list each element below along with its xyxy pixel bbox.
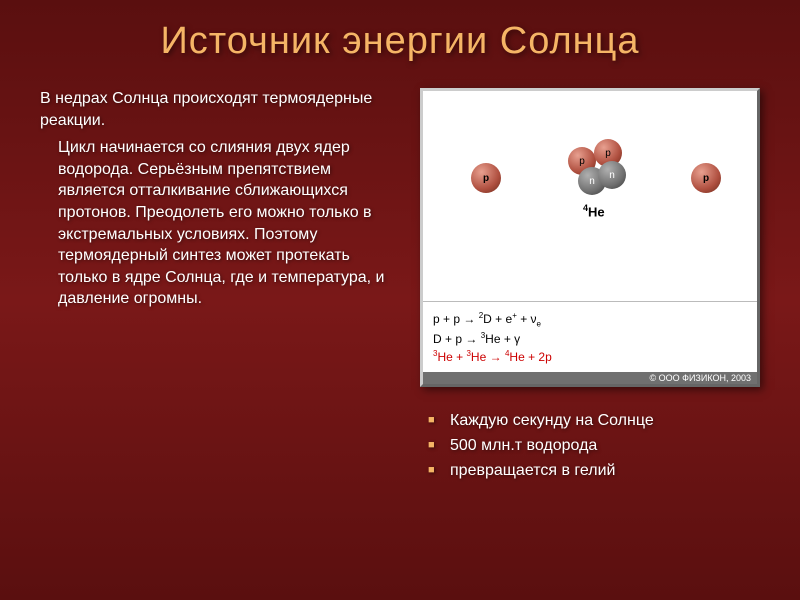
eq-lhs: D + p — [433, 332, 462, 346]
eq-rhs: + ν — [517, 312, 537, 326]
helium-nucleus: p p n n — [568, 139, 624, 195]
particle-label: n — [609, 170, 615, 181]
right-column: p p p p n n 4He — [420, 88, 760, 484]
eq-lhs: He — [471, 350, 486, 364]
helium-label: 4He — [583, 203, 605, 219]
proton-label: p — [703, 173, 709, 184]
slide-title: Источник энергии Солнца — [40, 20, 760, 63]
fusion-diagram: p p p p n n 4He — [420, 88, 760, 387]
equation-2: D + p → 3He + γ — [433, 330, 747, 348]
helium-symbol: He — [588, 204, 605, 219]
proton-label: p — [483, 173, 489, 184]
proton-right: p — [691, 163, 721, 193]
eq-arrow: → — [490, 350, 502, 364]
proton-left: p — [471, 163, 501, 193]
particle-label: p — [605, 148, 611, 159]
eq-arrow: → — [465, 332, 477, 346]
eq-rhs: D + e — [483, 312, 512, 326]
particle-label: n — [589, 176, 595, 187]
content-row: В недрах Солнца происходят термоядерные … — [40, 88, 760, 484]
left-column: В недрах Солнца происходят термоядерные … — [40, 88, 395, 484]
eq-arrow: → — [463, 312, 475, 326]
diagram-area: p p p p n n 4He — [423, 91, 757, 301]
bullet-item: Каждую секунду на Солнце — [428, 409, 760, 434]
bullet-item: 500 млн.т водорода — [428, 434, 760, 459]
nucleus-neutron: n — [598, 161, 626, 189]
eq-rhs: He + γ — [485, 332, 520, 346]
eq-sub: e — [537, 319, 541, 328]
bullet-item: превращается в гелий — [428, 459, 760, 484]
equation-1: p + p → 2D + e+ + νe — [433, 310, 747, 330]
body-text: Цикл начинается со слияния двух ядер вод… — [40, 137, 395, 310]
particle-label: p — [579, 156, 585, 167]
copyright-bar: © ООО ФИЗИКОН, 2003 — [423, 372, 757, 384]
eq-lhs: p + p — [433, 312, 460, 326]
eq-lhs: He + — [437, 350, 466, 364]
equations-area: p + p → 2D + e+ + νe D + p → 3He + γ 3He… — [423, 301, 757, 372]
bullet-list: Каждую секунду на Солнце 500 млн.т водор… — [420, 409, 760, 483]
equation-3: 3He + 3He → 4He + 2p — [433, 348, 747, 366]
eq-rhs: He + 2p — [509, 350, 551, 364]
lead-text: В недрах Солнца происходят термоядерные … — [40, 88, 395, 131]
